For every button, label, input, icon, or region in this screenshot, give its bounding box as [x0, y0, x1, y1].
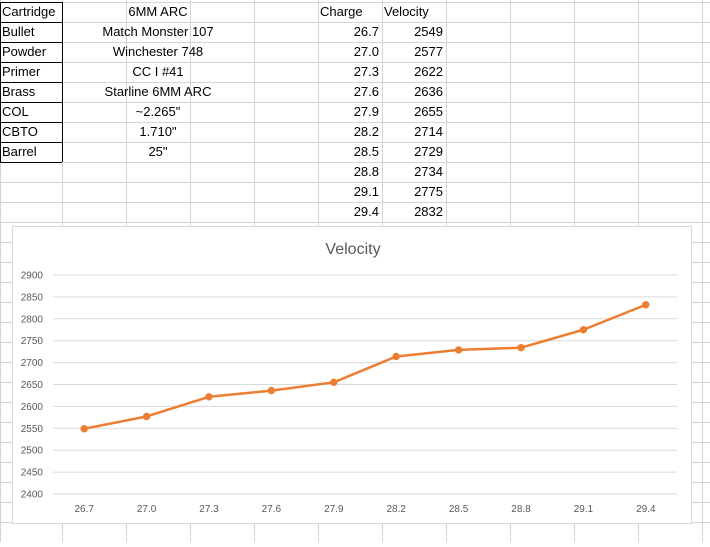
data-point: [142, 412, 151, 421]
x-tick-label: 27.3: [199, 504, 219, 515]
spec-value-cell[interactable]: CC I #41: [132, 64, 184, 79]
spec-value-cell[interactable]: ~2.265": [135, 104, 181, 119]
charge-value-cell[interactable]: 29.4: [353, 204, 379, 219]
spec-value-cell[interactable]: Match Monster 107: [102, 24, 214, 39]
velocity-header-cell[interactable]: Velocity: [384, 4, 429, 19]
data-point: [205, 393, 213, 401]
chart-canvas: Velocity 2400 2450 2500 2550 2600 2650 2700 275…: [21, 241, 677, 515]
charge-value-cell[interactable]: 27.3: [353, 64, 379, 79]
charge-value-cell[interactable]: 28.5: [353, 144, 379, 159]
spec-value-cell[interactable]: 25": [148, 144, 168, 159]
data-point: [454, 346, 463, 354]
charge-value-cell[interactable]: 28.2: [353, 124, 379, 139]
spec-label-cell[interactable]: Brass: [2, 84, 36, 99]
y-tick-label: 2900: [21, 271, 44, 282]
spec-value-cell[interactable]: 6MM ARC: [128, 4, 188, 19]
x-tick-label: 28.2: [386, 504, 406, 515]
velocity-chart[interactable]: Velocity 2400 2450 2500 2550 2600 2650 2700 275…: [12, 226, 692, 524]
velocity-value-cell[interactable]: 2734: [414, 164, 443, 179]
spec-value-cell[interactable]: Winchester 748: [112, 44, 204, 59]
data-point: [80, 425, 88, 433]
velocity-value-cell[interactable]: 2622: [414, 64, 443, 79]
x-tick-label: 27.0: [137, 504, 157, 515]
velocity-value-cell[interactable]: 2832: [414, 204, 443, 219]
x-tick-label: 27.6: [262, 504, 282, 515]
charge-value-cell[interactable]: 26.7: [353, 24, 379, 39]
y-tick-label: 2800: [21, 314, 44, 325]
x-tick-label: 29.4: [636, 504, 656, 515]
spec-value-cell[interactable]: 1.710": [139, 124, 177, 139]
velocity-value-cell[interactable]: 2636: [414, 84, 443, 99]
y-tick-label: 2850: [21, 292, 44, 303]
velocity-value-cell[interactable]: 2729: [414, 144, 443, 159]
x-tick-label: 28.8: [511, 504, 531, 515]
y-tick-label: 2450: [21, 468, 44, 479]
y-tick-label: 2500: [21, 446, 44, 457]
charge-value-cell[interactable]: 27.6: [353, 84, 379, 99]
velocity-value-cell[interactable]: 2714: [414, 124, 443, 139]
y-tick-label: 2750: [21, 336, 44, 347]
spec-value-cell[interactable]: Starline 6MM ARC: [104, 84, 212, 99]
data-point: [330, 378, 338, 387]
spec-label-cell[interactable]: Cartridge: [2, 4, 56, 19]
velocity-value-cell[interactable]: 2549: [414, 24, 443, 39]
velocity-value-cell[interactable]: 2655: [414, 104, 443, 119]
data-point: [579, 326, 588, 334]
x-tick-label: 29.1: [574, 504, 594, 515]
series-line: [83, 303, 647, 430]
y-tick-label: 2600: [21, 402, 44, 413]
spec-label-cell[interactable]: Powder: [2, 44, 47, 59]
data-point: [267, 386, 276, 395]
x-tick-label: 28.5: [449, 504, 469, 515]
data-point: [392, 352, 400, 361]
y-tick-label: 2650: [21, 380, 44, 391]
spec-label-cell[interactable]: COL: [2, 104, 29, 119]
charge-value-cell[interactable]: 27.9: [353, 104, 379, 119]
spec-label-cell[interactable]: Bullet: [2, 24, 35, 39]
spec-label-cell[interactable]: CBTO: [2, 124, 38, 139]
charge-header-cell[interactable]: Charge: [320, 4, 363, 19]
velocity-value-cell[interactable]: 2577: [414, 44, 443, 59]
y-tick-label: 2400: [21, 490, 44, 501]
charge-value-cell[interactable]: 28.8: [353, 164, 379, 179]
x-tick-label: 27.9: [324, 504, 344, 515]
velocity-value-cell[interactable]: 2775: [414, 184, 443, 199]
charge-value-cell[interactable]: 29.1: [353, 184, 379, 199]
y-tick-label: 2700: [21, 358, 44, 369]
data-point: [517, 344, 525, 352]
data-point: [642, 301, 650, 309]
y-tick-label: 2550: [21, 424, 44, 435]
chart-title: Velocity: [325, 241, 380, 258]
charge-value-cell[interactable]: 27.0: [353, 44, 379, 59]
spec-label-cell[interactable]: Primer: [2, 64, 41, 79]
x-tick-label: 26.7: [74, 504, 94, 515]
spec-label-cell[interactable]: Barrel: [2, 144, 37, 159]
